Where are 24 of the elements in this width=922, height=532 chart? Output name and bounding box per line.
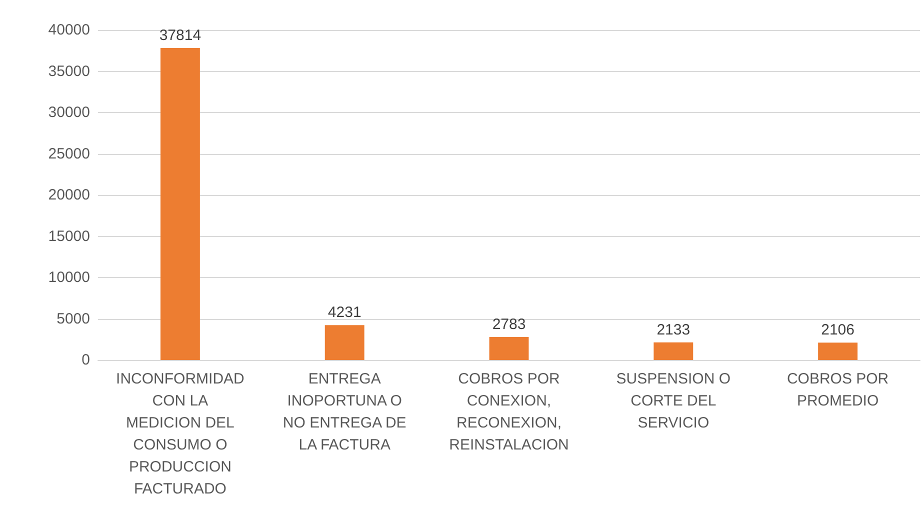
y-tick-label: 15000 xyxy=(48,228,90,245)
x-tick-label: COBROS POR CONEXION, RECONEXION, REINSTALACION xyxy=(449,370,569,454)
x-tick-label: INCONFORMIDAD CON LA MEDICION DEL CONSUMO O PRODUCCION FACTURADO xyxy=(116,370,245,498)
x-tick-label: SUSPENSION O CORTE DEL SERVICIO xyxy=(616,370,730,432)
bar xyxy=(818,342,858,360)
data-label: 4231 xyxy=(328,304,362,322)
y-tick-label: 30000 xyxy=(48,104,90,121)
x-tick-label: COBROS POR PROMEDIO xyxy=(786,370,889,410)
data-label: 37814 xyxy=(159,27,202,44)
bar xyxy=(654,342,694,360)
data-label: 2106 xyxy=(821,322,854,339)
y-tick-label: 35000 xyxy=(48,62,90,80)
x-tick-label: ENTREGA INOPORTUNA O NO ENTREGA DE LA FACTURA xyxy=(282,370,406,454)
y-tick-label: 0 xyxy=(82,352,90,368)
bar xyxy=(160,48,200,360)
bar xyxy=(489,337,529,360)
data-label: 2133 xyxy=(656,321,690,338)
y-tick-label: 25000 xyxy=(48,145,90,162)
y-tick-label: 5000 xyxy=(56,310,90,328)
y-tick-label: 10000 xyxy=(48,269,90,286)
data-label: 2783 xyxy=(492,316,526,334)
bar xyxy=(324,325,364,360)
y-tick-label: 40000 xyxy=(48,22,90,38)
y-tick-label: 20000 xyxy=(48,186,90,204)
